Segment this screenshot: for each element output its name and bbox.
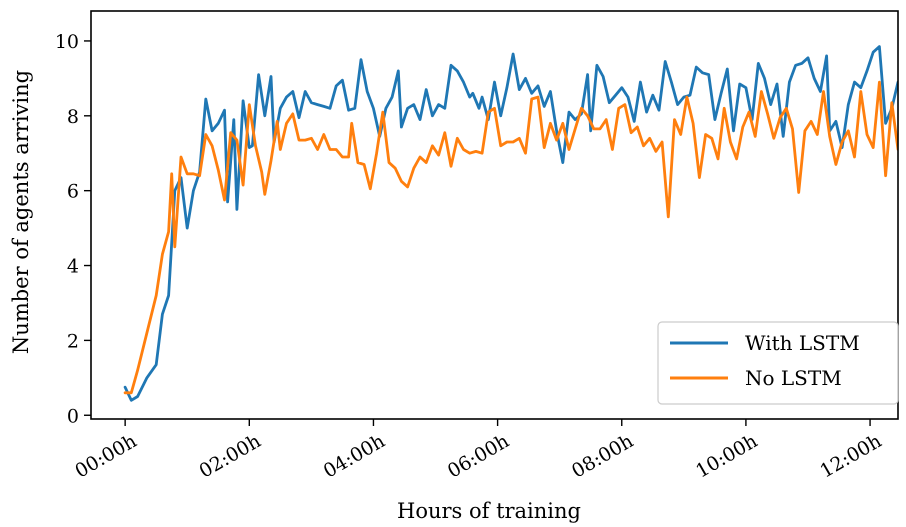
y-tick-label: 2 [67,330,79,352]
y-tick-label: 6 [67,181,79,203]
plot-lines [123,45,898,402]
y-tick-label: 4 [67,256,79,278]
x-tick-label: 06:00h [444,430,513,483]
legend-label-with-lstm: With LSTM [745,331,860,355]
y-axis: 0 2 4 6 8 10 [55,31,91,427]
series-line-with-lstm [123,45,898,402]
x-tick-label: 02:00h [196,430,265,483]
x-tick-label: 04:00h [320,430,389,483]
x-axis-label: Hours of training [397,499,581,523]
legend-label-no-lstm: No LSTM [745,366,842,390]
x-tick-label: 10:00h [692,430,761,483]
legend: With LSTM No LSTM [657,321,899,405]
x-tick-label: 08:00h [568,430,637,483]
y-tick-label: 10 [55,31,79,53]
x-tick-label: 12:00h [816,430,885,483]
y-tick-label: 0 [67,405,79,427]
y-tick-label: 8 [67,106,79,128]
series-line-no-lstm [123,80,898,395]
y-axis-label: Number of agents arriving [9,70,33,354]
x-tick-label: 00:00h [71,430,140,483]
plot-frame [90,10,899,420]
x-axis: 00:00h 02:00h 04:00h 06:00h 08:00h 10:00h 12:0… [71,419,885,483]
